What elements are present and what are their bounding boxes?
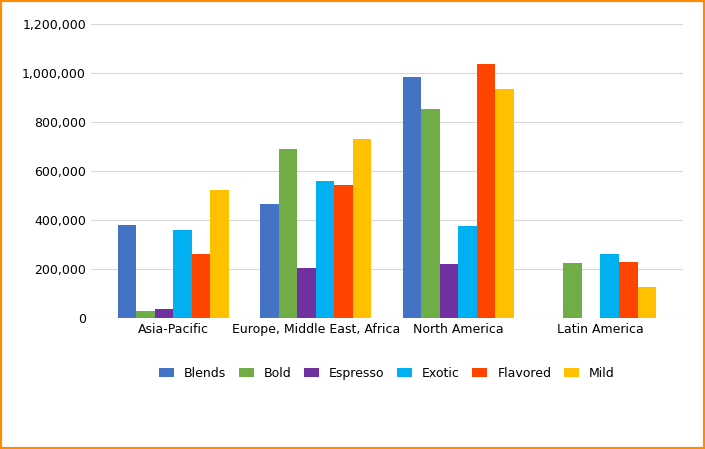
Bar — [173, 230, 192, 318]
Bar — [210, 189, 229, 318]
Bar — [118, 225, 136, 318]
Bar — [352, 139, 372, 318]
Bar — [136, 311, 154, 318]
Bar — [458, 226, 477, 318]
Bar — [278, 149, 297, 318]
Bar — [495, 89, 514, 318]
Bar — [477, 64, 495, 318]
Bar — [192, 254, 210, 318]
Bar — [334, 185, 352, 318]
Legend: Blends, Bold, Espresso, Exotic, Flavored, Mild: Blends, Bold, Espresso, Exotic, Flavored… — [154, 362, 620, 385]
Bar — [563, 263, 582, 318]
Bar — [260, 204, 278, 318]
Bar — [619, 262, 637, 318]
Bar — [421, 109, 439, 318]
Bar — [601, 254, 619, 318]
Bar — [403, 77, 421, 318]
Bar — [439, 264, 458, 318]
Bar — [297, 268, 316, 318]
Bar — [637, 287, 656, 318]
Bar — [154, 309, 173, 318]
Bar — [316, 181, 334, 318]
